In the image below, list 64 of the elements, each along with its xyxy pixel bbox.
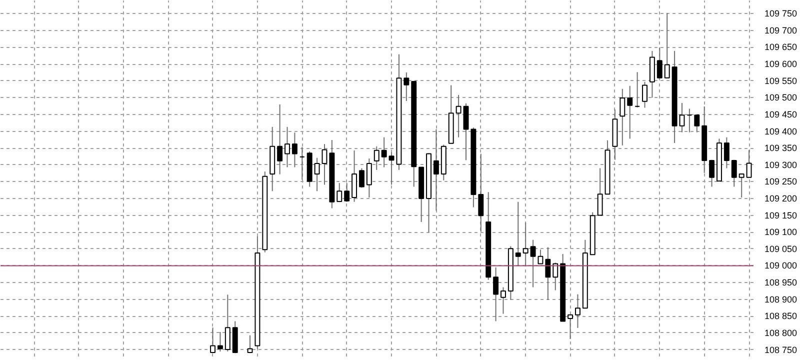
candlestick [522,222,528,267]
candlestick [731,159,737,188]
candlestick [374,146,380,170]
candlestick [404,72,410,102]
candlestick [738,173,744,198]
candlestick [709,159,715,188]
candlestick [642,81,648,108]
candlestick [433,128,439,212]
y-tick-label: 109 050 [764,244,798,254]
candlestick [463,102,469,161]
y-tick-label: 109 000 [764,260,798,271]
candlestick [664,12,670,78]
candlestick [336,182,342,202]
y-tick-label: 109 100 [764,227,798,238]
candlestick [545,246,551,301]
candlestick [352,150,358,202]
y-tick-label: 109 600 [764,59,798,70]
y-tick-label: 109 350 [764,143,798,154]
candlestick [694,114,700,133]
candlestick [456,94,462,138]
candlestick [284,126,290,168]
candlestick [381,136,387,168]
y-tick-label: 109 650 [764,42,798,52]
candlestick [500,286,506,314]
candlestick [627,85,633,140]
y-tick-label: 109 400 [764,126,798,136]
candlestick [679,102,685,133]
candlestick [552,262,558,291]
y-tick-label: 108 850 [764,311,798,322]
y-tick-label: 109 750 [764,8,798,19]
y-tick-label: 109 450 [764,109,798,120]
candlestick [322,144,328,186]
candlestick [344,182,350,202]
y-tick-label: 108 900 [764,294,798,304]
candlestick [478,153,484,232]
candlestick [358,168,364,188]
y-tick-label: 109 550 [764,76,798,86]
y-tick-label: 109 700 [764,25,798,36]
y-tick-label: 109 500 [764,92,798,103]
y-tick-label: 109 300 [764,160,798,170]
candlestick [292,132,298,168]
candlestick [277,104,283,175]
candlestick [746,150,752,178]
candlestick [366,158,372,198]
y-tick-label: 108 750 [764,344,798,355]
candlestick [515,201,521,267]
candlestick [493,266,499,322]
y-tick-label: 109 200 [764,194,798,204]
candlestick [568,314,574,340]
candlestick [247,334,253,354]
candlestick [314,157,320,192]
candlestick [620,88,626,146]
candlestick [574,294,580,328]
y-tick-label: 109 150 [764,210,798,220]
y-tick-label: 108 800 [764,328,798,338]
candlestick [656,47,662,78]
candlestick [217,331,223,352]
candlestick [210,327,216,354]
y-tick-label: 109 250 [764,176,798,187]
candlestick [530,239,536,288]
candlestick [597,168,603,216]
y-tick-label: 108 950 [764,278,798,288]
candlestick [724,136,730,169]
candlestick [224,294,230,352]
